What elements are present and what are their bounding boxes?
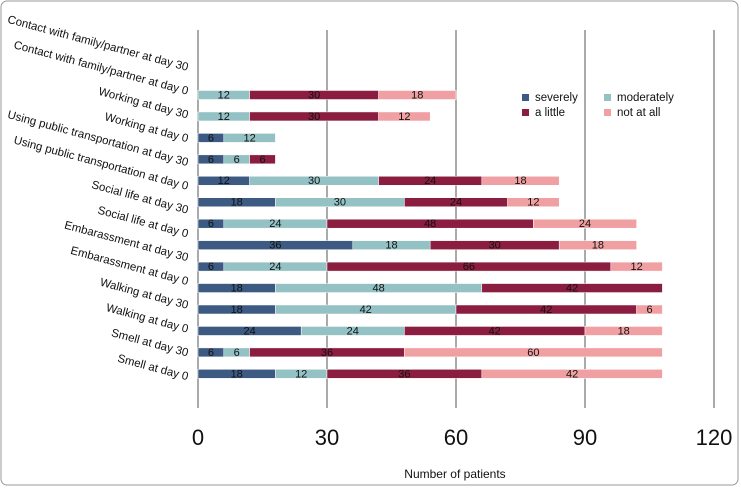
value-label: 18: [514, 175, 526, 187]
legend-swatch: [604, 94, 611, 101]
value-label: 6: [208, 132, 214, 144]
value-label: 6: [646, 304, 652, 316]
value-label: 24: [347, 325, 359, 337]
bar-segment: [584, 326, 663, 336]
value-label: 18: [231, 368, 243, 380]
value-label: 30: [308, 111, 320, 123]
bar-segment: [249, 154, 276, 165]
value-label: 36: [321, 347, 333, 359]
bar-segment: [610, 261, 663, 272]
value-label: 12: [398, 111, 410, 123]
value-label: 12: [295, 368, 307, 380]
legend-swatch: [522, 94, 529, 101]
value-label: 12: [630, 261, 642, 273]
x-tick-label: 90: [573, 425, 597, 450]
value-label: 24: [269, 218, 281, 230]
legend-label: moderately: [617, 92, 674, 104]
x-tick-label: 0: [192, 425, 204, 450]
value-label: 66: [463, 261, 475, 273]
value-label: 24: [243, 325, 255, 337]
value-label: 48: [372, 282, 384, 294]
legend-label: not at all: [617, 107, 660, 119]
x-tick-label: 120: [696, 425, 733, 450]
value-label: 48: [424, 218, 436, 230]
value-label: 6: [208, 218, 214, 230]
value-label: 18: [231, 197, 243, 209]
value-label: 6: [234, 347, 240, 359]
value-label: 12: [218, 111, 230, 123]
value-label: 30: [489, 240, 501, 252]
x-axis-label: Number of patients: [404, 467, 505, 481]
bar-segment: [533, 218, 637, 229]
value-label: 30: [308, 89, 320, 101]
x-tick-label: 60: [444, 425, 468, 450]
value-label: 6: [259, 154, 265, 166]
x-tick-label: 30: [315, 425, 339, 450]
bar-segment: [558, 240, 637, 250]
value-label: 42: [566, 282, 578, 294]
bar-segment: [378, 111, 431, 122]
bar-segment: [404, 347, 663, 358]
value-label: 42: [489, 325, 501, 337]
bar-segment: [481, 369, 663, 379]
value-label: 12: [243, 132, 255, 144]
value-label: 12: [218, 89, 230, 101]
bar-segment: [223, 133, 276, 143]
value-label: 18: [411, 89, 423, 101]
value-label: 42: [360, 304, 372, 316]
value-label: 42: [566, 368, 578, 380]
legend-swatch: [522, 109, 529, 116]
value-label: 6: [208, 261, 214, 273]
value-label: 24: [269, 261, 281, 273]
value-label: 6: [208, 154, 214, 166]
value-label: 24: [579, 218, 591, 230]
bar-segment: [481, 283, 663, 293]
value-label: 12: [218, 175, 230, 187]
legend-label: a little: [535, 107, 565, 119]
bar-segment: [481, 176, 560, 186]
value-label: 6: [208, 347, 214, 359]
value-label: 60: [527, 347, 539, 359]
bar-segment: [378, 90, 457, 100]
legend-label: severely: [535, 92, 578, 104]
value-label: 18: [231, 282, 243, 294]
value-label: 18: [231, 304, 243, 316]
value-label: 24: [424, 175, 436, 187]
value-label: 36: [269, 240, 281, 252]
bar-segment: [507, 197, 560, 207]
legend-swatch: [604, 109, 611, 116]
value-label: 36: [398, 368, 410, 380]
value-label: 24: [450, 197, 462, 209]
value-label: 18: [592, 240, 604, 252]
value-label: 18: [618, 325, 630, 337]
value-label: 6: [234, 154, 240, 166]
value-label: 42: [540, 304, 552, 316]
value-label: 12: [527, 197, 539, 209]
value-label: 30: [334, 197, 346, 209]
bar-segment: [636, 304, 663, 315]
value-label: 18: [385, 240, 397, 252]
value-label: 30: [308, 175, 320, 187]
